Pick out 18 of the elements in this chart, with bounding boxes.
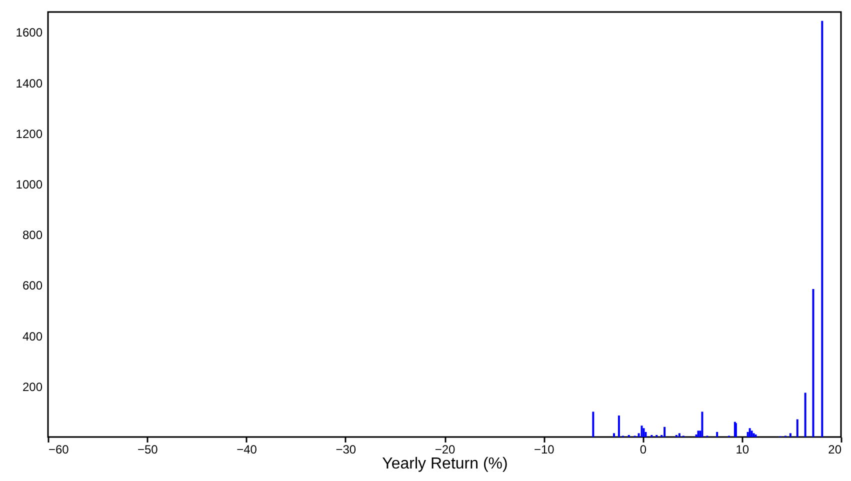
x-tick-label: 20 [828,442,842,456]
x-tick-label: −60 [48,442,70,456]
x-tick-label: −40 [236,442,258,456]
x-axis-title: Yearly Return (%) [382,456,508,472]
x-tick-label: −30 [336,442,356,456]
y-tick-label: 400 [22,329,43,344]
y-tick-label: 1400 [16,76,43,90]
x-tick-label: −10 [534,442,555,456]
y-tick-label: 1200 [16,126,43,141]
y-tick-label: 1000 [16,178,43,192]
y-tick-label: 600 [22,278,43,293]
x-tick-label: 0 [640,442,647,456]
y-tick-label: 200 [22,380,43,394]
x-tick-label: −50 [137,442,158,456]
x-tick-label: 10 [736,442,750,456]
y-tick-label: 800 [22,228,43,242]
x-tick-label: −20 [434,442,456,456]
y-tick-label: 1600 [16,26,43,40]
